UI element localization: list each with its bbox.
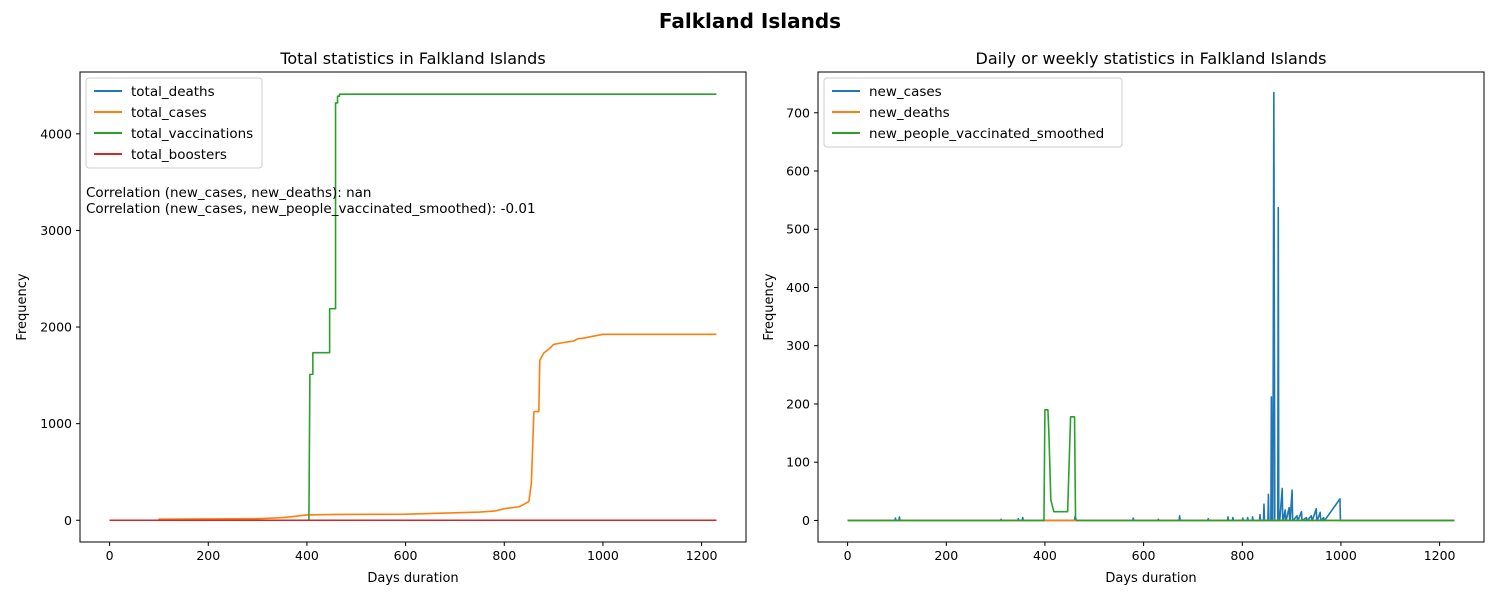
xtick-label: 600 [394, 548, 418, 563]
ytick-label: 1000 [40, 416, 72, 431]
xtick-label: 1200 [1424, 548, 1456, 563]
ytick-label: 500 [786, 222, 810, 237]
correlation-annotation-vaccinated: Correlation (new_cases, new_people_vacci… [86, 201, 536, 217]
ytick-label: 600 [786, 164, 810, 179]
daily-statistics-panel: Daily or weekly statistics in Falkland I… [762, 49, 1485, 586]
daily-panel-ylabel: Frequency [762, 273, 777, 340]
total-panel-series [109, 93, 717, 522]
correlation-annotation-deaths: Correlation (new_cases, new_deaths): nan [86, 185, 371, 201]
xtick-label: 800 [492, 548, 516, 563]
daily-panel-series [847, 91, 1455, 522]
xtick-label: 600 [1132, 548, 1156, 563]
legend-label-total-deaths: total_deaths [131, 84, 215, 100]
daily-panel-frame [817, 71, 1485, 543]
ytick-label: 300 [786, 338, 810, 353]
xtick-label: 400 [1033, 548, 1057, 563]
xtick-label: 800 [1230, 548, 1254, 563]
daily-panel-yticks: 0 100 200 300 400 500 600 700 [786, 105, 818, 528]
total-panel-yticks: 0 1000 2000 3000 4000 [40, 126, 80, 528]
xtick-label: 200 [196, 548, 220, 563]
ytick-label: 4000 [40, 126, 72, 141]
total-panel-xticks: 0 200 400 600 800 1000 1200 [106, 542, 718, 563]
xtick-label: 1000 [1325, 548, 1357, 563]
ytick-label: 700 [786, 105, 810, 120]
ytick-label: 200 [786, 396, 810, 411]
total-panel-ylabel: Frequency [15, 273, 30, 340]
daily-panel-legend: new_cases new_deaths new_people_vaccinated… [823, 77, 1123, 148]
total-legend-box [85, 77, 263, 169]
total-cases-line [109, 333, 717, 522]
daily-panel-title: Daily or weekly statistics in Falkland I… [976, 49, 1327, 68]
xtick-label: 400 [295, 548, 319, 563]
ytick-label: 3000 [40, 223, 72, 238]
legend-label-total-cases: total_cases [131, 105, 207, 121]
ytick-label: 0 [64, 513, 72, 528]
ytick-label: 400 [786, 280, 810, 295]
total-statistics-panel: Total statistics in Falkland Islands Day… [15, 49, 747, 586]
legend-label-new-people-vaccinated-smoothed: new_people_vaccinated_smoothed [869, 126, 1104, 142]
ytick-label: 2000 [40, 320, 72, 335]
total-panel-xlabel: Days duration [367, 571, 458, 586]
daily-panel-xlabel: Days duration [1105, 571, 1196, 586]
figure-suptitle: Falkland Islands [659, 9, 841, 33]
ytick-label: 100 [786, 455, 810, 470]
total-panel-legend: total_deaths total_cases total_vaccination… [85, 77, 263, 169]
legend-label-total-boosters: total_boosters [131, 147, 227, 163]
daily-legend-box [823, 77, 1123, 148]
legend-label-new-deaths: new_deaths [869, 105, 950, 121]
xtick-label: 1000 [587, 548, 619, 563]
xtick-label: 0 [106, 548, 114, 563]
total-panel-title: Total statistics in Falkland Islands [279, 49, 545, 68]
total-vaccinations-line [109, 93, 717, 522]
legend-label-total-vaccinations: total_vaccinations [131, 126, 253, 142]
xtick-label: 0 [844, 548, 852, 563]
xtick-label: 1200 [686, 548, 718, 563]
legend-label-new-cases: new_cases [869, 84, 942, 100]
ytick-label: 0 [802, 513, 810, 528]
new-people-vaccinated-smoothed-line [847, 408, 1455, 522]
xtick-label: 200 [934, 548, 958, 563]
total-panel-frame [79, 71, 747, 543]
daily-panel-xticks: 0 200 400 600 800 1000 1200 [844, 542, 1456, 563]
